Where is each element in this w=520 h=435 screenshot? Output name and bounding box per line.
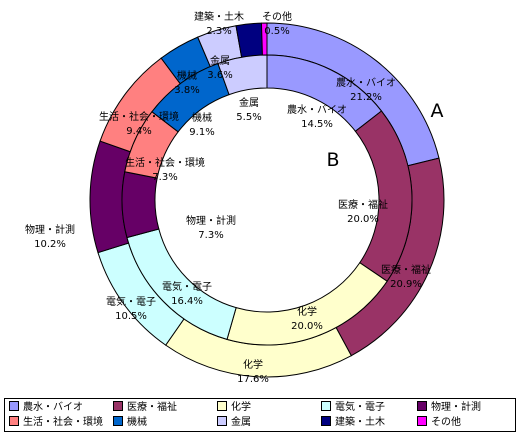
legend-item-7: 金属 [217, 416, 251, 430]
ring-a-label-value-8: 2.3% [206, 26, 231, 37]
ring-b-label-name-2: 化学 [297, 305, 317, 318]
legend-swatch-3 [321, 401, 331, 411]
legend-label-1: 医療・福祉 [127, 402, 177, 413]
legend-label-0: 農水・バイオ [23, 402, 83, 413]
legend-label-8: 建築・土木 [335, 417, 385, 428]
ring-marker-b: B [326, 149, 339, 171]
ring-b-label-name-0: 農水・バイオ [287, 103, 347, 116]
ring-b-label-value-7: 5.5% [236, 112, 261, 123]
ring-a-label-name-6: 機械 [177, 69, 197, 82]
ring-b-label-name-5: 生活・社会・環境 [125, 156, 205, 169]
ring-a-label-name-7: 金属 [210, 54, 230, 67]
ring-b-label-value-4: 7.3% [198, 230, 223, 241]
legend-swatch-0 [9, 401, 19, 411]
ring-a-label-name-0: 農水・バイオ [336, 76, 396, 89]
legend-label-5: 生活・社会・環境 [23, 417, 103, 428]
ring-a-label-value-7: 3.6% [207, 70, 232, 81]
legend-swatch-7 [217, 416, 227, 426]
legend: 農水・バイオ 医療・福祉 化学 電気・電子 物理・計測生活・社会・環境 機械 金属 建築・土木… [4, 398, 516, 432]
ring-a-label-name-1: 医療・福祉 [381, 263, 431, 276]
ring-b-label-value-5: 7.3% [152, 172, 177, 183]
legend-swatch-2 [217, 401, 227, 411]
legend-label-9: その他 [431, 417, 461, 428]
legend-swatch-1 [113, 401, 123, 411]
legend-item-6: 機械 [113, 416, 147, 430]
ring-a-label-value-5: 9.4% [126, 126, 151, 137]
legend-label-7: 金属 [231, 417, 251, 428]
legend-item-4: 物理・計測 [417, 401, 481, 415]
ring-a-label-name-8: 建築・土木 [194, 10, 244, 23]
legend-item-9: その他 [417, 416, 461, 430]
ring-b-label-value-0: 14.5% [301, 119, 333, 130]
legend-swatch-6 [113, 416, 123, 426]
legend-item-3: 電気・電子 [321, 401, 385, 415]
ring-b-label-value-1: 20.0% [347, 214, 379, 225]
ring-b-label-value-3: 16.4% [171, 296, 203, 307]
legend-label-2: 化学 [231, 402, 251, 413]
ring-a-label-name-4: 物理・計測 [25, 223, 75, 236]
legend-label-6: 機械 [127, 417, 147, 428]
donut-chart: 農水・バイオ21.2%医療・福祉20.9%化学17.6%電気・電子10.5%物理… [25, 10, 445, 385]
ring-a-label-value-6: 3.8% [174, 85, 199, 96]
ring-b-slice-7 [217, 54, 268, 96]
legend-swatch-8 [321, 416, 331, 426]
ring-b-label-name-1: 医療・福祉 [338, 198, 388, 211]
ring-b-label-value-2: 20.0% [291, 321, 323, 332]
legend-item-1: 医療・福祉 [113, 401, 177, 415]
legend-swatch-5 [9, 416, 19, 426]
legend-swatch-9 [417, 416, 427, 426]
legend-label-3: 電気・電子 [335, 402, 385, 413]
ring-marker-a: A [431, 100, 444, 122]
ring-a-label-value-3: 10.5% [115, 311, 147, 322]
legend-item-0: 農水・バイオ [9, 401, 83, 415]
ring-a-label-value-9: 0.5% [264, 26, 289, 37]
ring-a-label-value-2: 17.6% [237, 374, 269, 385]
ring-a-label-name-5: 生活・社会・環境 [99, 110, 179, 123]
ring-a-label-value-0: 21.2% [350, 92, 382, 103]
ring-b-label-name-4: 物理・計測 [186, 214, 236, 227]
ring-b-label-value-6: 9.1% [189, 127, 214, 138]
ring-a-label-name-2: 化学 [243, 358, 263, 371]
legend-item-8: 建築・土木 [321, 416, 385, 430]
legend-item-5: 生活・社会・環境 [9, 416, 103, 430]
legend-swatch-4 [417, 401, 427, 411]
ring-a-label-value-4: 10.2% [34, 239, 66, 250]
legend-label-4: 物理・計測 [431, 402, 481, 413]
ring-a-label-name-3: 電気・電子 [106, 295, 156, 308]
ring-a-label-name-9: その他 [262, 10, 292, 23]
ring-b-label-name-6: 機械 [192, 111, 212, 124]
legend-item-2: 化学 [217, 401, 251, 415]
ring-b-label-name-7: 金属 [239, 96, 259, 109]
ring-b-label-name-3: 電気・電子 [162, 280, 212, 293]
ring-a-label-value-1: 20.9% [390, 279, 422, 290]
